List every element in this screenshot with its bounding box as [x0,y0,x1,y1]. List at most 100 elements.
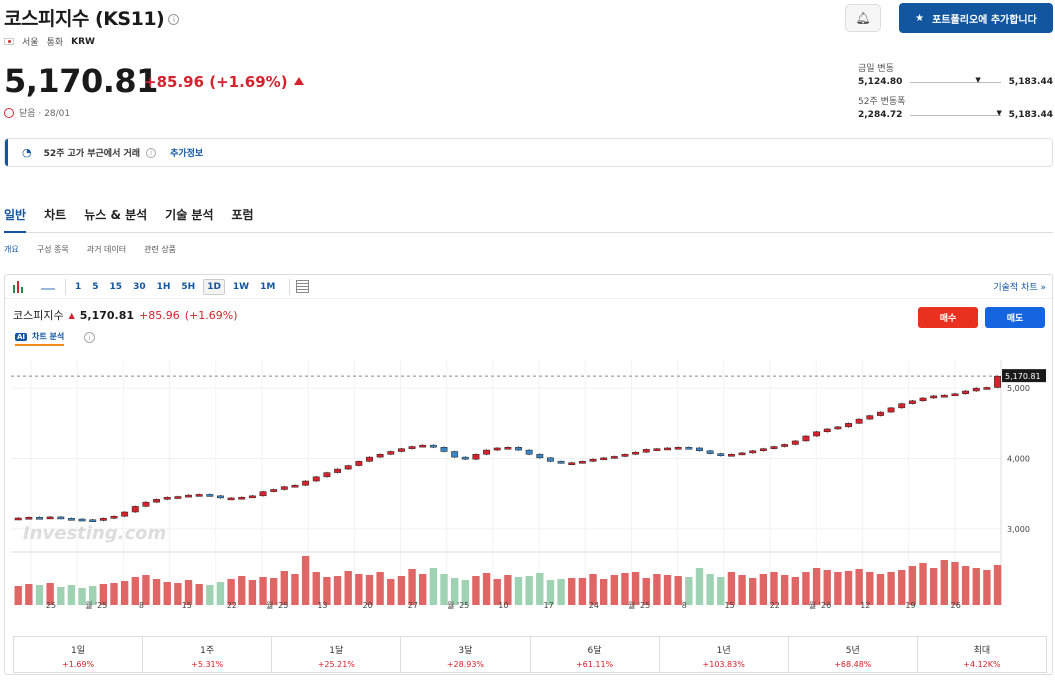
sell-button[interactable]: 매도 [985,307,1045,328]
candle-body [749,450,757,454]
candle-body [291,485,299,488]
candle-body [759,448,767,452]
toolbar-divider [65,278,66,295]
tab-general[interactable]: 일반 [4,196,27,233]
subtab-overview[interactable]: 개요 [4,245,19,254]
interval-5h[interactable]: 5H [181,281,196,292]
interval-5[interactable]: 5 [92,281,99,292]
candle-body [994,375,1001,388]
price-chart[interactable]: 5,000 4,000 3,000 5,170.81 25 월 '25 8 15 22 월 '25… [5,360,1052,610]
candle-body [99,518,107,521]
area-chart-icon[interactable] [41,284,55,290]
tab-news[interactable]: 뉴스 & 분석 [84,208,148,222]
tab-chart[interactable]: 차트 [44,208,67,222]
alert-button[interactable]: 🔔︎ [845,4,881,32]
candle-body [547,457,554,462]
volume-bar [259,577,267,605]
volume-bar [578,578,587,605]
subtab-historical[interactable]: 과거 데이터 [86,245,127,254]
volume-bar [525,576,533,605]
candlestick-icon[interactable] [13,280,27,293]
candle-body [142,501,150,507]
rss-icon: ◔ [22,146,32,159]
candle-body [429,444,437,448]
volume-bar [195,584,203,605]
data-table-icon[interactable] [296,280,310,293]
volume-bar [57,587,65,605]
interval-1w[interactable]: 1W [232,281,250,292]
candle-body [355,461,363,466]
day-high: 5,183.44 [1008,77,1053,87]
candle-body [600,457,608,461]
banner-more-link[interactable]: 추가정보 [170,149,204,159]
week52-range-bar: ▼ [910,109,1002,117]
interval-1[interactable]: 1 [75,281,82,292]
x-tick-label: 월 '26 [809,600,831,610]
performance-cell[interactable]: 5년 +68.48% [789,637,918,672]
performance-cell[interactable]: 1달 +25.21% [272,637,402,672]
volume-bar [482,573,491,605]
interval-1d[interactable]: 1D [203,278,225,295]
info-icon[interactable]: i [146,147,157,158]
tab-technical[interactable]: 기술 분석 [165,208,214,222]
tab-forum[interactable]: 포럼 [231,208,254,222]
volume-bar [674,576,682,605]
sub-tabs: 개요 구성 종목 과거 데이터 관련 상품 [4,244,176,255]
volume-bar [642,578,650,605]
up-arrow-icon [293,77,304,85]
performance-period: 1달 [329,646,344,656]
info-icon[interactable]: i [84,332,95,343]
volume-bar [919,563,927,605]
volume-bar [844,571,853,605]
interval-1m[interactable]: 1M [260,281,276,292]
candle-body [738,452,746,456]
x-tick-label: 22 [770,601,780,610]
performance-cell[interactable]: 6달 +61.11% [531,637,660,672]
x-tick-label: 17 [544,601,554,610]
volume-bar [280,571,289,605]
interval-15[interactable]: 15 [109,281,123,292]
info-icon[interactable]: i [168,14,180,25]
candle-body [972,387,980,392]
x-tick-label: 26 [951,601,961,610]
interval-1h[interactable]: 1H [156,281,171,292]
candle-body [610,456,618,459]
performance-cell[interactable]: 1주 +5.31% [143,637,273,672]
performance-cell[interactable]: 3달 +28.93% [401,637,531,672]
candle-body [685,447,693,450]
volume-bar [419,574,427,605]
volume-bar [823,570,831,605]
up-arrow-icon: ▲ [68,310,75,320]
candle-body [664,447,671,451]
ai-badge: AI [15,332,28,341]
candle-body [376,454,384,458]
performance-cell[interactable]: 1년 +103.83% [660,637,789,672]
subtab-components[interactable]: 구성 종목 [36,245,69,254]
candle-body [259,491,267,497]
week52-range: 52주 변동폭 2,284.72 ▼ 5,183.44 [858,94,1053,120]
x-tick-label: 월 '25 [447,600,469,610]
chart-toolbar: 1 5 15 30 1H 5H 1D 1W 1M 기술적 차트 » [5,275,1052,299]
candle-body [366,456,373,462]
volume-bar [993,565,1002,605]
technical-chart-link[interactable]: 기술적 차트 » [993,283,1046,293]
ai-chart-analysis[interactable]: AI 차트 분석 [15,331,65,346]
interval-30[interactable]: 30 [133,281,146,292]
volume-bar [546,580,555,605]
candle-body [36,517,43,520]
x-tick-label: 8 [682,601,687,610]
day-range-bar: ▼ [910,76,1001,84]
performance-cell[interactable]: 1일 +1.69% [14,637,144,672]
subtab-related[interactable]: 관련 상품 [144,245,177,254]
performance-cell[interactable]: 최대 +4.12K% [918,637,1046,672]
candle-body [14,517,22,521]
week52-range-label: 52주 변동폭 [858,97,906,107]
add-to-portfolio-button[interactable]: ★ 포트폴리오에 추가합니다 [899,3,1053,33]
x-tick-label: 월 '25 [628,600,650,610]
performance-period: 5년 [845,646,860,656]
candle-body [866,415,874,420]
candle-body [834,426,842,430]
buy-button[interactable]: 매수 [918,307,978,328]
candle-body [483,449,491,455]
volume-bar [876,574,885,605]
